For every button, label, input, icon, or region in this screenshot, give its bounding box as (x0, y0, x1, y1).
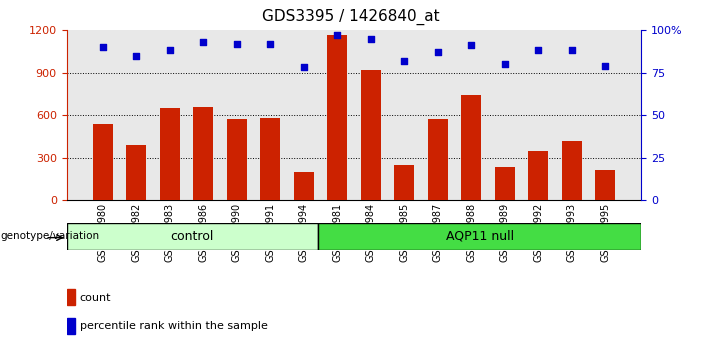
Bar (528, 151, 548, 200)
Text: count: count (79, 292, 111, 303)
Point (298, 65, 309, 70)
Point (365, 36, 376, 41)
Point (465, 42, 477, 48)
Bar (67, 223, 318, 250)
Bar (562, 141, 582, 200)
Text: genotype/variation: genotype/variation (1, 231, 100, 241)
Bar (193, 107, 213, 200)
Point (164, 48, 175, 53)
Bar (361, 70, 381, 200)
Bar (93, 124, 113, 200)
Bar (461, 95, 482, 200)
Bar (394, 165, 414, 200)
Bar (226, 119, 247, 200)
Point (231, 41, 243, 46)
Point (566, 48, 578, 53)
Bar (595, 170, 615, 200)
Point (399, 58, 410, 63)
Text: control: control (170, 230, 214, 243)
Bar (428, 119, 448, 200)
Bar (495, 167, 515, 200)
Point (432, 49, 443, 55)
Bar (160, 108, 180, 200)
Point (599, 63, 611, 69)
Point (533, 48, 544, 53)
Bar (318, 223, 641, 250)
Point (198, 39, 209, 45)
Point (499, 61, 510, 67)
Bar (327, 35, 347, 200)
Text: percentile rank within the sample: percentile rank within the sample (79, 321, 267, 331)
Bar (294, 172, 314, 200)
Point (332, 32, 343, 38)
Bar (67, 318, 75, 334)
Bar (260, 118, 280, 200)
Point (265, 41, 276, 46)
Point (97, 44, 109, 50)
Text: GDS3395 / 1426840_at: GDS3395 / 1426840_at (261, 9, 440, 25)
Point (130, 53, 142, 58)
Bar (67, 289, 75, 305)
Bar (126, 145, 147, 200)
Text: AQP11 null: AQP11 null (446, 230, 514, 243)
